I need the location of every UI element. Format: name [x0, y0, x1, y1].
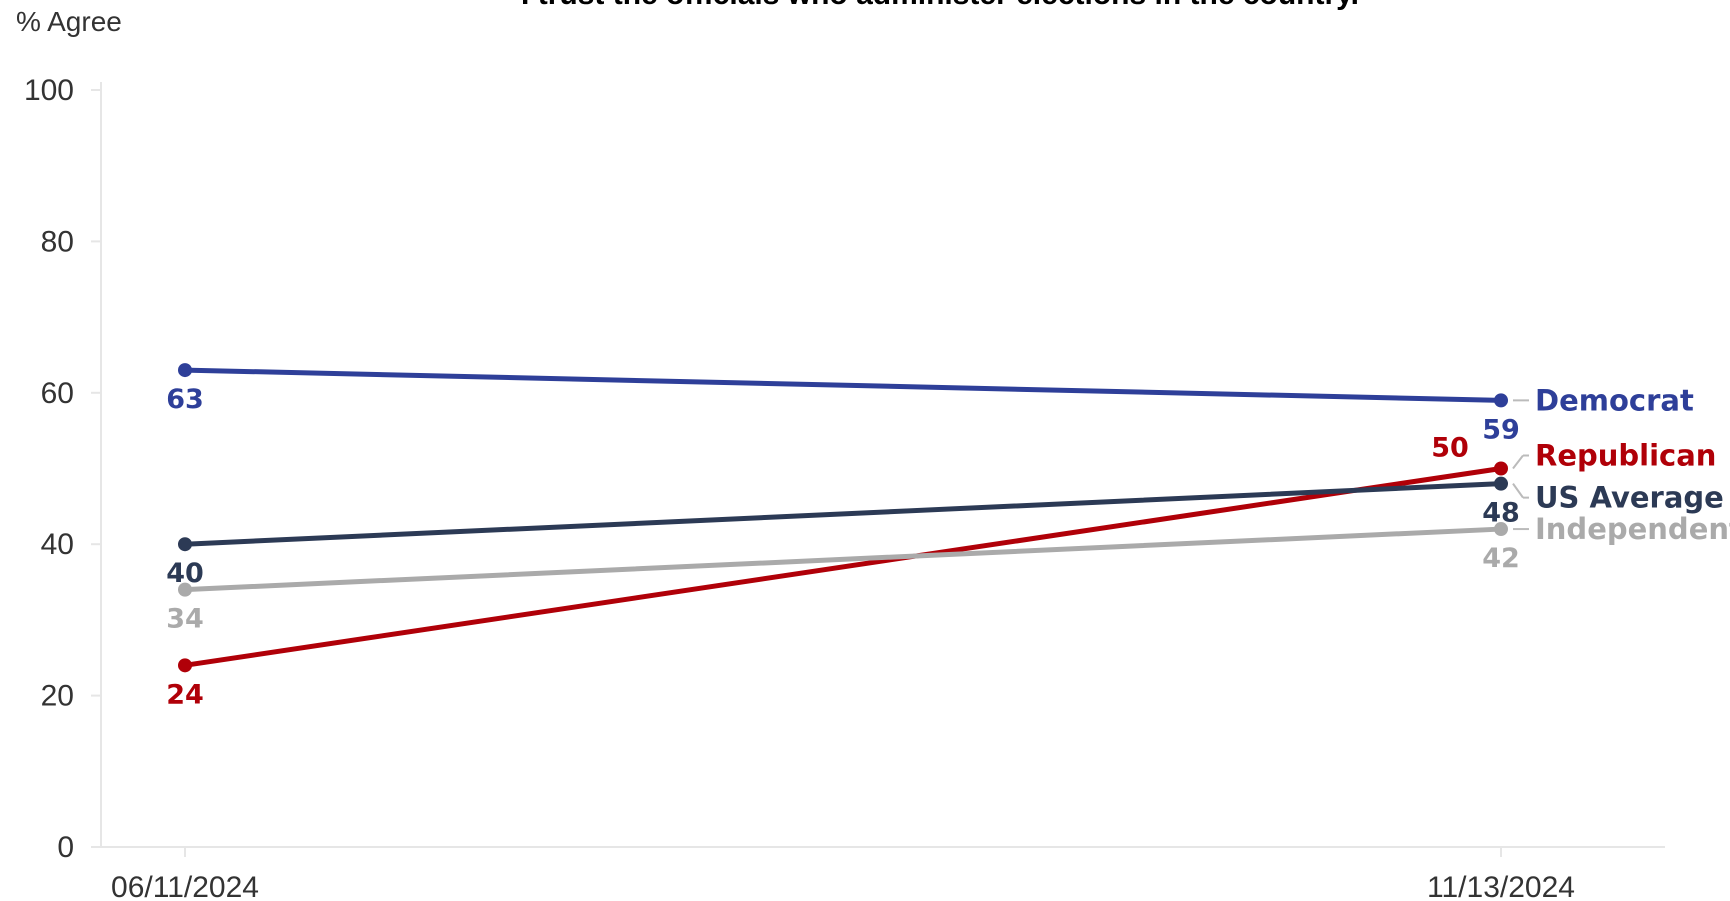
data-point [178, 658, 192, 673]
label-connector [1512, 454, 1524, 470]
data-point [178, 582, 192, 597]
x-tick-label: 06/11/2024 [111, 871, 259, 901]
series-line [182, 481, 1504, 547]
y-axis-title: % Agree [16, 6, 122, 37]
data-point [178, 537, 192, 552]
label-connector [1512, 483, 1524, 499]
data-point [1494, 393, 1508, 408]
data-label: 59 [1482, 414, 1520, 445]
series-name-label: Republican [1535, 439, 1716, 473]
data-label: 24 [166, 679, 204, 710]
data-label: 40 [166, 558, 204, 589]
data-point [1494, 476, 1508, 491]
series-name-label: US Average [1535, 481, 1724, 515]
data-point [1494, 522, 1508, 537]
series-name-label: Democrat [1535, 383, 1694, 417]
y-tick-label: 80 [41, 225, 74, 258]
data-label: 42 [1482, 543, 1520, 574]
y-tick-label: 100 [24, 74, 74, 107]
series-line [182, 526, 1504, 593]
data-label: 63 [166, 384, 204, 415]
data-label: 34 [166, 604, 204, 635]
data-point [178, 363, 192, 378]
series-line [182, 367, 1504, 403]
y-tick-label: 40 [41, 528, 74, 561]
series-line [182, 466, 1504, 668]
data-label: 50 [1431, 433, 1469, 464]
chart-title: I trust the officials who administer ele… [521, 0, 1359, 11]
x-tick-label: 11/13/2024 [1427, 871, 1575, 901]
y-tick-label: 0 [57, 831, 74, 864]
data-label: 48 [1482, 498, 1520, 529]
y-tick-label: 20 [41, 680, 74, 713]
axes: 0 20 40 60 80 100 06/11/2024 11/13/2024 [24, 74, 1665, 901]
y-tick-label: 60 [41, 377, 74, 410]
data-point [1494, 461, 1508, 476]
series-lines [178, 363, 1508, 673]
data-labels: 63 59 Democrat 24 50 Republican 40 48 US Average… [166, 383, 1730, 710]
series-name-label: Independent [1535, 512, 1730, 546]
